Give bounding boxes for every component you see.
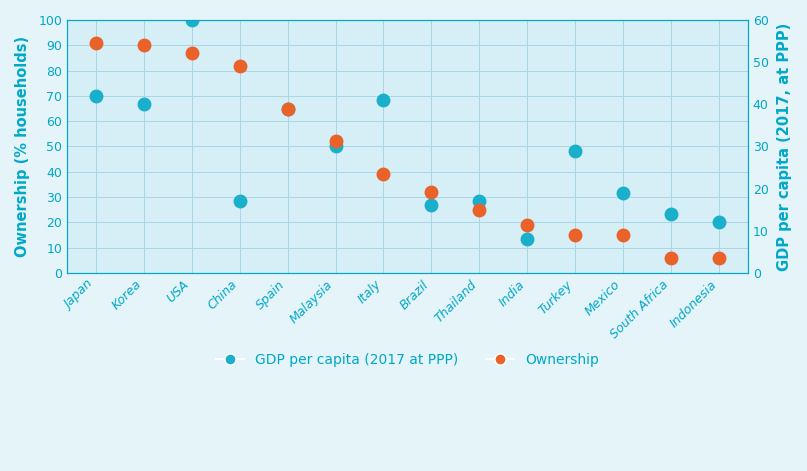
GDP per capita (2017 at PPP) bbox=[137, 100, 150, 108]
Ownership bbox=[665, 254, 678, 261]
GDP per capita (2017 at PPP) bbox=[90, 92, 102, 100]
Ownership bbox=[425, 188, 438, 196]
GDP per capita (2017 at PPP) bbox=[521, 236, 533, 243]
Legend: GDP per capita (2017 at PPP), Ownership: GDP per capita (2017 at PPP), Ownership bbox=[211, 347, 604, 372]
Ownership bbox=[473, 206, 486, 213]
GDP per capita (2017 at PPP) bbox=[569, 147, 582, 154]
GDP per capita (2017 at PPP) bbox=[617, 189, 629, 196]
GDP per capita (2017 at PPP) bbox=[473, 197, 486, 205]
GDP per capita (2017 at PPP) bbox=[713, 219, 725, 226]
Y-axis label: GDP per capita (2017, at PPP): GDP per capita (2017, at PPP) bbox=[777, 22, 792, 271]
Y-axis label: Ownership (% households): Ownership (% households) bbox=[15, 36, 30, 257]
Ownership bbox=[329, 138, 342, 145]
GDP per capita (2017 at PPP) bbox=[377, 97, 390, 104]
Ownership bbox=[713, 254, 725, 261]
Ownership bbox=[377, 171, 390, 178]
GDP per capita (2017 at PPP) bbox=[329, 143, 342, 150]
GDP per capita (2017 at PPP) bbox=[665, 210, 678, 218]
Ownership bbox=[569, 231, 582, 239]
Ownership bbox=[137, 41, 150, 49]
Ownership bbox=[186, 49, 199, 57]
GDP per capita (2017 at PPP) bbox=[425, 202, 438, 209]
GDP per capita (2017 at PPP) bbox=[281, 105, 294, 112]
Ownership bbox=[90, 39, 102, 47]
Ownership bbox=[233, 62, 246, 69]
Ownership bbox=[281, 105, 294, 112]
GDP per capita (2017 at PPP) bbox=[186, 16, 199, 24]
Ownership bbox=[617, 231, 629, 239]
GDP per capita (2017 at PPP) bbox=[233, 197, 246, 205]
Ownership bbox=[521, 221, 533, 228]
